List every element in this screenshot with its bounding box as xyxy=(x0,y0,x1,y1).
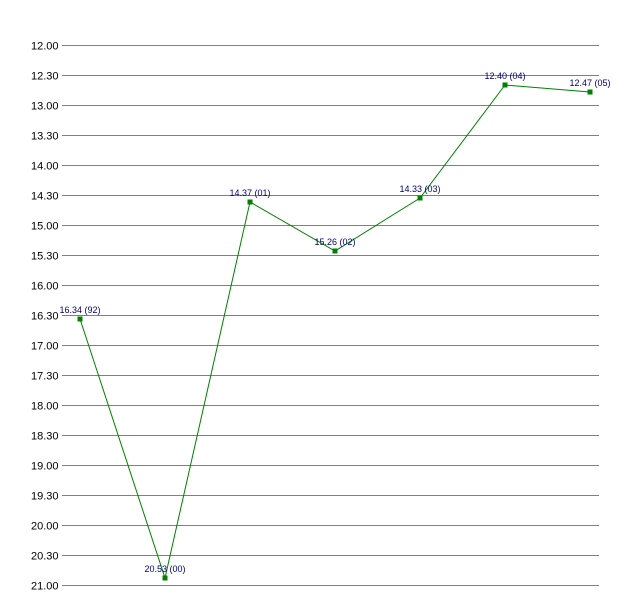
data-label: 12.47 (05) xyxy=(569,78,610,88)
data-point-marker xyxy=(162,575,168,581)
data-point-marker xyxy=(587,89,593,95)
data-label: 14.37 (01) xyxy=(229,188,270,198)
y-tick-label: 17.30 xyxy=(31,371,59,383)
y-tick-label: 18.30 xyxy=(31,431,59,443)
y-tick-label: 12.00 xyxy=(31,41,59,53)
y-tick-label: 16.30 xyxy=(31,311,59,323)
data-label: 12.40 (04) xyxy=(484,71,525,81)
y-tick-label: 14.00 xyxy=(31,161,59,173)
y-tick-label: 20.30 xyxy=(31,551,59,563)
y-tick-label: 13.30 xyxy=(31,131,59,143)
y-tick-label: 19.30 xyxy=(31,491,59,503)
y-tick-label: 18.00 xyxy=(31,401,59,413)
data-point-marker xyxy=(332,248,338,254)
series xyxy=(77,82,593,581)
y-tick-label: 12.30 xyxy=(31,71,59,83)
data-point-marker xyxy=(77,316,83,322)
data-labels: 16.34 (92) 20.53 (00) 14.37 (01) 15.26 (02)… xyxy=(59,71,610,574)
y-tick-label: 21.00 xyxy=(31,581,59,593)
data-label: 20.53 (00) xyxy=(144,564,185,574)
data-point-marker xyxy=(247,199,253,205)
y-tick-label: 15.00 xyxy=(31,221,59,233)
y-tick-label: 17.00 xyxy=(31,341,59,353)
grid xyxy=(62,45,599,586)
series-line xyxy=(79,84,591,580)
data-point-marker xyxy=(417,195,423,201)
y-tick-label: 13.00 xyxy=(31,101,59,113)
y-axis-labels: 12.00 12.30 13.00 13.30 14.00 14.30 15.00 15.30… xyxy=(31,41,59,593)
y-tick-label: 20.00 xyxy=(31,521,59,533)
data-label: 15.26 (02) xyxy=(314,237,355,247)
y-tick-label: 19.00 xyxy=(31,461,59,473)
data-label: 14.33 (03) xyxy=(399,184,440,194)
data-label: 16.34 (92) xyxy=(59,305,100,315)
data-point-marker xyxy=(502,82,508,88)
y-tick-label: 16.00 xyxy=(31,281,59,293)
y-tick-label: 14.30 xyxy=(31,191,59,203)
y-tick-label: 15.30 xyxy=(31,251,59,263)
